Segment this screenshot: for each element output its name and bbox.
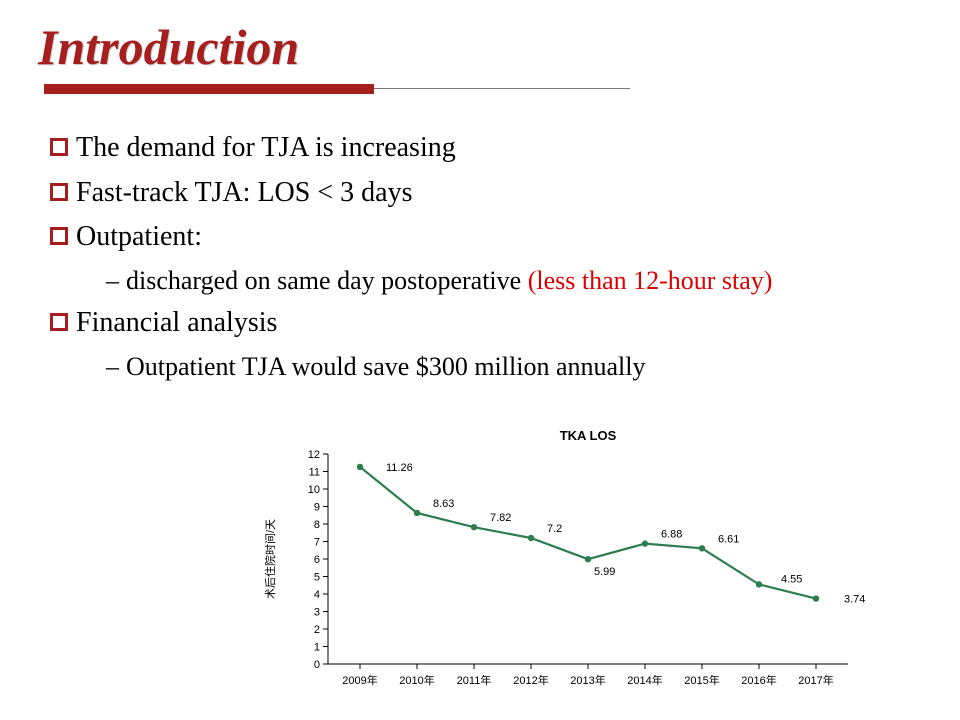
svg-text:2009年: 2009年 [342, 673, 377, 687]
bullet-square-icon [50, 313, 68, 331]
svg-text:5: 5 [314, 572, 320, 584]
svg-text:3.74: 3.74 [844, 594, 865, 606]
svg-text:12: 12 [308, 449, 320, 461]
rule-thin [374, 88, 630, 89]
svg-text:11: 11 [309, 467, 320, 479]
page-title: Introduction [0, 0, 960, 76]
sub-bullet-text: discharged on same day postoperative (le… [126, 262, 772, 300]
sub-bullet-red-tail: (less than 12-hour stay) [521, 266, 772, 295]
sub-bullet-text: Outpatient TJA would save $300 million a… [126, 348, 645, 386]
sub-bullet: – Outpatient TJA would save $300 million… [106, 348, 960, 386]
sub-bullet: – discharged on same day postoperative (… [106, 262, 960, 300]
dash-icon: – [106, 348, 120, 386]
bullet-square-icon [50, 183, 68, 201]
svg-text:8: 8 [314, 519, 320, 531]
bullet-item: Fast-track TJA: LOS < 3 days [50, 173, 960, 214]
svg-text:4: 4 [314, 589, 320, 601]
title-rule [0, 84, 960, 102]
svg-text:2014年: 2014年 [627, 673, 662, 687]
svg-text:7: 7 [314, 537, 320, 549]
svg-text:TKA LOS: TKA LOS [560, 428, 617, 443]
svg-text:2012年: 2012年 [513, 673, 548, 687]
svg-text:2015年: 2015年 [684, 673, 719, 687]
tka-los-chart: TKA LOS术后住院时间/天01234567891011122009年2010… [258, 426, 898, 706]
bullet-text: Fast-track TJA: LOS < 3 days [76, 173, 412, 214]
bullet-item: The demand for TJA is increasing [50, 128, 960, 169]
bullet-item: Financial analysis [50, 303, 960, 344]
svg-text:术后住院时间/天: 术后住院时间/天 [263, 519, 277, 599]
bullet-square-icon [50, 227, 68, 245]
svg-text:1: 1 [314, 642, 320, 654]
svg-text:2011年: 2011年 [457, 673, 492, 687]
svg-text:2010年: 2010年 [399, 673, 434, 687]
svg-text:7.82: 7.82 [490, 512, 511, 524]
dash-icon: – [106, 262, 120, 300]
bullet-text: Financial analysis [76, 303, 277, 344]
svg-text:0: 0 [314, 659, 320, 671]
bullet-square-icon [50, 138, 68, 156]
svg-text:11.26: 11.26 [386, 462, 413, 474]
svg-text:2: 2 [314, 624, 320, 636]
svg-text:2017年: 2017年 [798, 673, 833, 687]
svg-text:7.2: 7.2 [547, 523, 562, 535]
bullet-list: The demand for TJA is increasingFast-tra… [0, 102, 960, 386]
svg-text:3: 3 [314, 607, 320, 619]
bullet-item: Outpatient: [50, 217, 960, 258]
bullet-text: The demand for TJA is increasing [76, 128, 456, 169]
svg-text:6.88: 6.88 [661, 529, 682, 541]
bullet-text: Outpatient: [76, 217, 202, 258]
svg-text:6.61: 6.61 [718, 533, 739, 545]
svg-text:10: 10 [308, 484, 320, 496]
svg-text:5.99: 5.99 [594, 566, 615, 578]
svg-text:4.55: 4.55 [781, 573, 802, 585]
svg-text:8.63: 8.63 [433, 498, 454, 510]
rule-thick [44, 84, 374, 94]
svg-text:9: 9 [314, 502, 320, 514]
svg-text:6: 6 [314, 554, 320, 566]
svg-text:2013年: 2013年 [570, 673, 605, 687]
svg-text:2016年: 2016年 [741, 673, 776, 687]
